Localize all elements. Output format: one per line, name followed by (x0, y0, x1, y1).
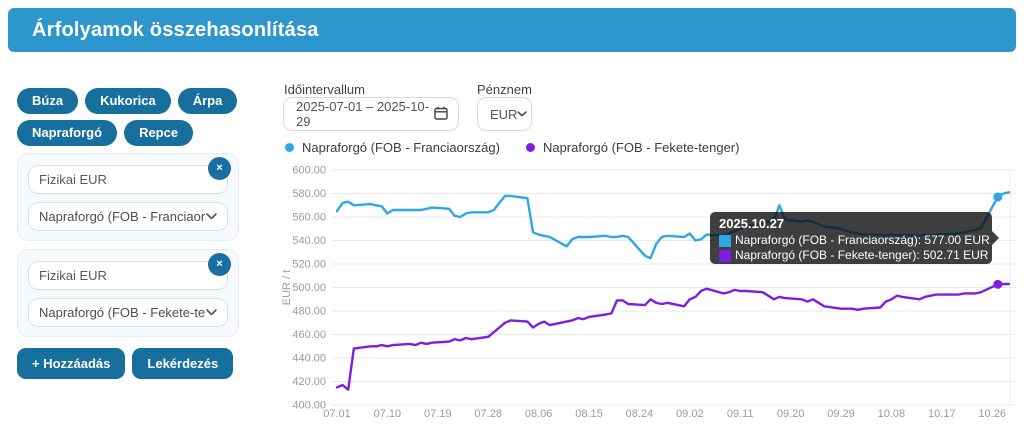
legend-label: Napraforgó (FOB - Fekete-tenger) (542, 140, 740, 155)
svg-text:08.15: 08.15 (575, 408, 603, 420)
pill-kukorica[interactable]: Kukorica (85, 88, 171, 114)
svg-text:540.00: 540.00 (292, 235, 326, 247)
svg-text:400.00: 400.00 (292, 400, 326, 412)
chart-tooltip: 2025.10.27 Napraforgó (FOB - Franciaorsz… (710, 212, 1003, 264)
tooltip-row: Napraforgó (FOB - Franciaország): 577.00… (719, 233, 1003, 248)
tooltip-caret (992, 231, 999, 245)
calendar-icon (434, 106, 448, 123)
series-color-swatch (719, 249, 731, 262)
svg-text:07.19: 07.19 (424, 408, 452, 420)
svg-text:580.00: 580.00 (292, 188, 326, 200)
filter1-search-input[interactable] (39, 172, 189, 187)
filter1-selected-option: Napraforgó (FOB - Franciaország) (39, 209, 206, 224)
svg-text:10.17: 10.17 (928, 408, 956, 420)
tooltip-row-text: Napraforgó (FOB - Fekete-tenger): 502.71… (735, 248, 1002, 262)
svg-text:10.08: 10.08 (878, 408, 906, 420)
svg-text:09.02: 09.02 (676, 408, 704, 420)
pill-repce[interactable]: Repce (124, 120, 194, 146)
date-range-input[interactable]: 2025-07-01 – 2025-10-29 (283, 97, 459, 131)
filter-card-1: × Napraforgó (FOB - Franciaország) (17, 153, 239, 241)
series-color-swatch (719, 234, 731, 247)
tooltip-row: Napraforgó (FOB - Fekete-tenger): 502.71… (719, 248, 1002, 263)
filter1-search-field[interactable]: × (28, 157, 231, 194)
svg-text:09.29: 09.29 (827, 408, 855, 420)
query-button[interactable]: Lekérdezés (132, 348, 234, 379)
svg-text:08.06: 08.06 (525, 408, 553, 420)
svg-text:480.00: 480.00 (292, 306, 326, 318)
filter1-remove-button[interactable]: × (208, 157, 231, 180)
pill-napraforgo[interactable]: Napraforgó (17, 120, 118, 146)
svg-text:500.00: 500.00 (292, 282, 326, 294)
chart-canvas: 600.00 580.00 560.00 540.00 520.00 500.00 480.… (281, 165, 1016, 420)
svg-text:07.01: 07.01 (323, 408, 351, 420)
date-range-value: 2025-07-01 – 2025-10-29 (296, 99, 429, 129)
filter2-search-input[interactable] (39, 268, 189, 283)
svg-text:07.28: 07.28 (474, 408, 502, 420)
close-icon: × (216, 258, 223, 270)
legend-dot (285, 143, 294, 152)
legend-dot (525, 143, 535, 152)
filter1-product-select[interactable]: Napraforgó (FOB - Franciaország) (28, 202, 228, 231)
chart-legend: Napraforgó (FOB - Franciaország) Naprafo… (285, 140, 739, 155)
filter2-remove-button[interactable]: × (208, 253, 231, 276)
filter2-search-field[interactable]: × (28, 253, 231, 290)
close-icon: × (216, 162, 223, 174)
filter2-product-select[interactable]: Napraforgó (FOB - Fekete-tenger) (28, 298, 228, 327)
chevron-down-icon (206, 213, 217, 220)
tooltip-date: 2025.10.27 (719, 216, 785, 231)
pill-arpa[interactable]: Árpa (177, 88, 238, 114)
svg-text:EUR / t: EUR / t (281, 270, 293, 305)
svg-text:560.00: 560.00 (292, 212, 326, 224)
currency-label: Pénznem (477, 82, 532, 97)
svg-text:09.20: 09.20 (777, 408, 805, 420)
svg-text:07.10: 07.10 (374, 408, 402, 420)
legend-item-franciaorszag[interactable]: Napraforgó (FOB - Franciaország) (285, 140, 500, 155)
svg-text:09.11: 09.11 (727, 408, 754, 420)
chevron-down-icon (517, 111, 528, 117)
pill-buza[interactable]: Búza (17, 88, 79, 114)
price-line-chart[interactable]: 600.00 580.00 560.00 540.00 520.00 500.00 480.… (280, 158, 1024, 428)
page-title: Árfolyamok összehasonlítása (32, 18, 319, 41)
svg-text:440.00: 440.00 (292, 353, 326, 365)
filter2-selected-option: Napraforgó (FOB - Fekete-tenger) (39, 305, 206, 320)
svg-text:420.00: 420.00 (292, 376, 326, 388)
svg-text:08.24: 08.24 (626, 408, 654, 420)
action-button-row: + Hozzáadás Lekérdezés (17, 348, 234, 379)
filter-card-2: × Napraforgó (FOB - Fekete-tenger) (17, 249, 239, 337)
legend-label: Napraforgó (FOB - Franciaország) (302, 140, 500, 155)
svg-text:520.00: 520.00 (292, 259, 326, 271)
tooltip-row-text: Napraforgó (FOB - Franciaország): 577.00… (735, 233, 1004, 247)
interval-label: Időintervallum (284, 82, 365, 97)
add-button[interactable]: + Hozzáadás (17, 348, 126, 379)
currency-select[interactable]: EUR (477, 97, 532, 131)
page-header: Árfolyamok összehasonlítása (8, 8, 1016, 52)
chevron-down-icon (206, 309, 217, 316)
svg-text:460.00: 460.00 (292, 329, 326, 341)
commodity-pill-group: Búza Kukorica Árpa Napraforgó Repce (17, 88, 252, 146)
svg-text:10.26: 10.26 (978, 408, 1006, 420)
legend-item-fekete-tenger[interactable]: Napraforgó (FOB - Fekete-tenger) (525, 140, 740, 155)
svg-text:600.00: 600.00 (292, 165, 326, 177)
currency-value: EUR (490, 106, 518, 122)
